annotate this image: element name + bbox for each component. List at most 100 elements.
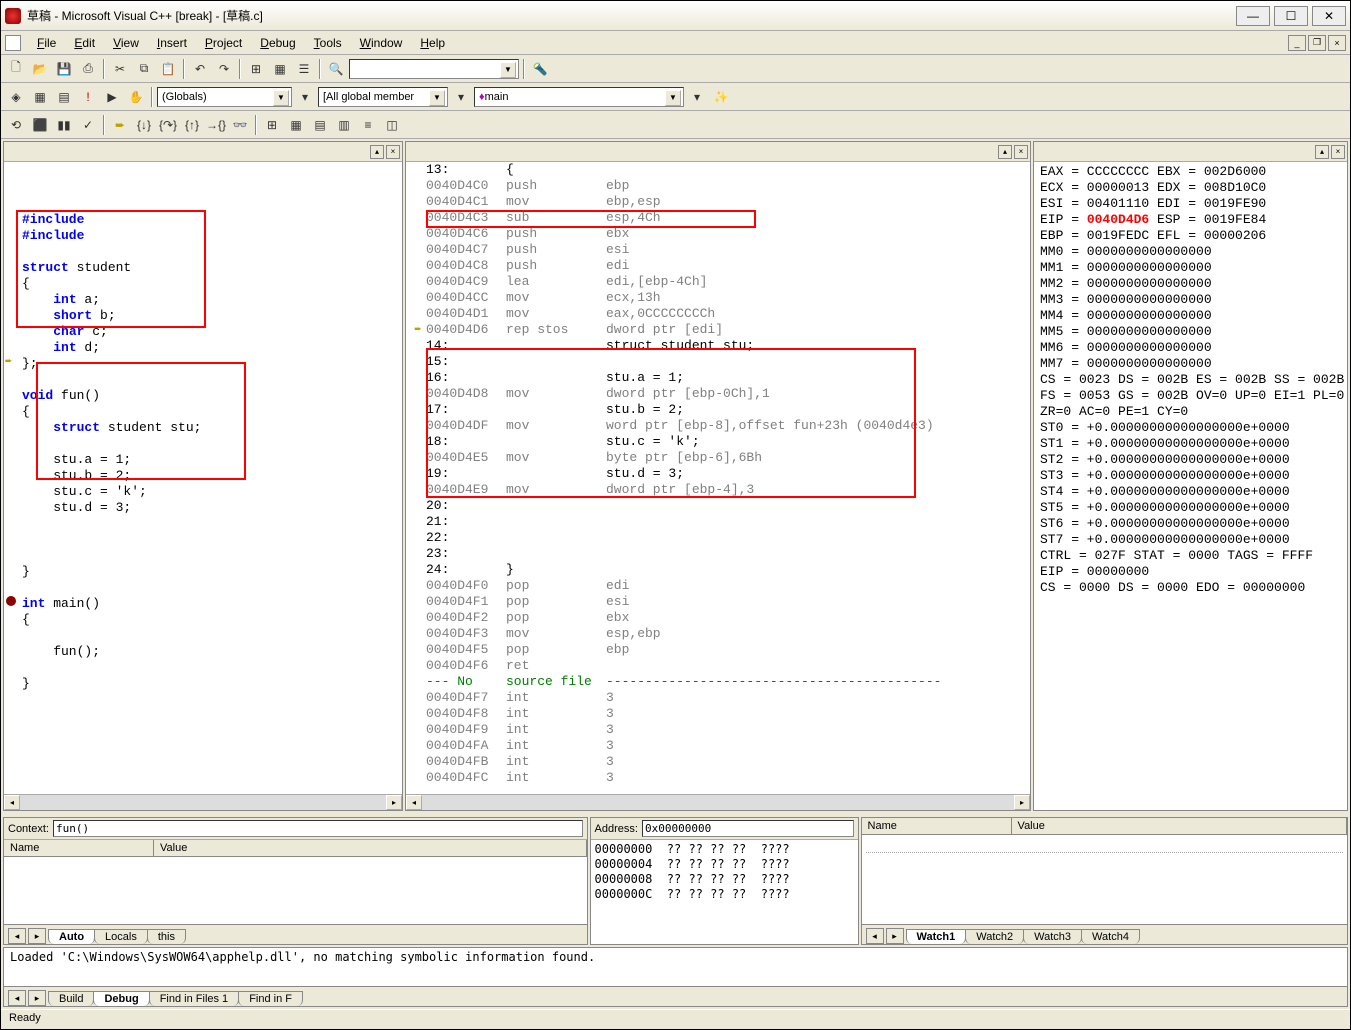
paste-icon[interactable]: 📋: [157, 58, 179, 80]
find-combo[interactable]: [349, 59, 519, 79]
maximize-button[interactable]: ☐: [1274, 6, 1308, 26]
tab-debug[interactable]: Debug: [93, 991, 149, 1006]
break-icon[interactable]: ▮▮: [53, 114, 75, 136]
mdi-minimize-button[interactable]: _: [1288, 35, 1306, 51]
compile-icon[interactable]: ◈: [5, 86, 27, 108]
memory-icon[interactable]: ▥: [333, 114, 355, 136]
menu-view[interactable]: View: [105, 34, 147, 52]
step-into-icon[interactable]: {↓}: [133, 114, 155, 136]
restart-icon[interactable]: ⟲: [5, 114, 27, 136]
output-text[interactable]: Loaded 'C:\Windows\SysWOW64\apphelp.dll'…: [4, 948, 1347, 986]
function-combo[interactable]: ♦ main: [474, 87, 684, 107]
tab-watch1[interactable]: Watch1: [906, 929, 967, 944]
disassembly-view[interactable]: 13:{0040D4C0pushebp0040D4C1movebp,esp004…: [406, 162, 1030, 794]
build-icon[interactable]: ▦: [29, 86, 51, 108]
search-icon[interactable]: 🔦: [529, 58, 551, 80]
tab-prev-icon[interactable]: ◂: [8, 990, 26, 1006]
disasm-icon[interactable]: ◫: [381, 114, 403, 136]
tab-find-in-f[interactable]: Find in F: [238, 991, 303, 1006]
menu-edit[interactable]: Edit: [66, 34, 103, 52]
pane-minimize-icon[interactable]: ▴: [1315, 145, 1329, 159]
tab-watch4[interactable]: Watch4: [1081, 929, 1140, 944]
tab-auto[interactable]: Auto: [48, 929, 95, 944]
col-name[interactable]: Name: [862, 818, 1012, 834]
copy-icon[interactable]: ⧉: [133, 58, 155, 80]
address-input[interactable]: [642, 820, 854, 837]
memory-view[interactable]: 00000000 ?? ?? ?? ?? ????00000004 ?? ?? …: [591, 840, 858, 944]
source-editor[interactable]: ➨ #include#include struct student{ int a…: [4, 162, 402, 794]
save-icon[interactable]: 💾: [53, 58, 75, 80]
tab-this[interactable]: this: [147, 929, 186, 944]
scrollbar-h[interactable]: ◂▸: [406, 794, 1030, 810]
pane-close-icon[interactable]: ×: [1331, 145, 1345, 159]
menu-help[interactable]: Help: [412, 34, 453, 52]
dropdown-icon[interactable]: ▾: [450, 86, 472, 108]
window-list-icon[interactable]: ☰: [293, 58, 315, 80]
tab-build[interactable]: Build: [48, 991, 94, 1006]
execute-icon[interactable]: !: [77, 86, 99, 108]
context-input[interactable]: [53, 820, 583, 837]
save-all-icon[interactable]: ⎙: [77, 58, 99, 80]
mdi-restore-button[interactable]: ❐: [1308, 35, 1326, 51]
mdi-close-button[interactable]: ×: [1328, 35, 1346, 51]
output-icon[interactable]: ▦: [269, 58, 291, 80]
scrollbar-h[interactable]: ◂▸: [4, 794, 402, 810]
redo-icon[interactable]: ↷: [213, 58, 235, 80]
breakpoint-icon[interactable]: [6, 596, 16, 606]
variables-icon[interactable]: ▦: [285, 114, 307, 136]
variables-table[interactable]: Name Value: [4, 840, 587, 924]
open-file-icon[interactable]: 📂: [29, 58, 51, 80]
pane-minimize-icon[interactable]: ▴: [370, 145, 384, 159]
registers-view[interactable]: EAX = CCCCCCCC EBX = 002D6000ECX = 00000…: [1034, 162, 1347, 810]
menu-tools[interactable]: Tools: [306, 34, 350, 52]
col-name[interactable]: Name: [4, 840, 154, 856]
dropdown-icon[interactable]: ▾: [686, 86, 708, 108]
wand-icon[interactable]: ✨: [710, 86, 732, 108]
undo-icon[interactable]: ↶: [189, 58, 211, 80]
globals-combo[interactable]: (Globals): [157, 87, 292, 107]
stop-debug-icon[interactable]: ⬛: [29, 114, 51, 136]
tab-prev-icon[interactable]: ◂: [866, 928, 884, 944]
tab-watch3[interactable]: Watch3: [1023, 929, 1082, 944]
breakpoint-icon[interactable]: ✋: [125, 86, 147, 108]
step-out-icon[interactable]: {↑}: [181, 114, 203, 136]
tab-next-icon[interactable]: ▸: [886, 928, 904, 944]
menu-project[interactable]: Project: [197, 34, 250, 52]
dropdown-icon[interactable]: ▾: [294, 86, 316, 108]
find-icon[interactable]: 🔍: [325, 58, 347, 80]
tab-next-icon[interactable]: ▸: [28, 928, 46, 944]
registers-icon[interactable]: ▤: [309, 114, 331, 136]
minimize-button[interactable]: —: [1236, 6, 1270, 26]
new-file-icon[interactable]: 🗋: [5, 58, 27, 80]
stop-build-icon[interactable]: ▤: [53, 86, 75, 108]
callstack-icon[interactable]: ≡: [357, 114, 379, 136]
quickwatch-icon[interactable]: 👓: [229, 114, 251, 136]
workspace-icon[interactable]: ⊞: [245, 58, 267, 80]
menu-insert[interactable]: Insert: [149, 34, 195, 52]
pane-close-icon[interactable]: ×: [1014, 145, 1028, 159]
watch-icon[interactable]: ⊞: [261, 114, 283, 136]
tab-find-in-files-1[interactable]: Find in Files 1: [149, 991, 239, 1006]
menu-file[interactable]: File: [29, 34, 64, 52]
watch-table[interactable]: Name Value: [862, 818, 1347, 924]
run-to-cursor-icon[interactable]: →{}: [205, 114, 227, 136]
gutter: [410, 434, 426, 450]
show-next-icon[interactable]: ➨: [109, 114, 131, 136]
cut-icon[interactable]: ✂: [109, 58, 131, 80]
col-value[interactable]: Value: [1012, 818, 1347, 834]
menu-debug[interactable]: Debug: [252, 34, 303, 52]
tab-next-icon[interactable]: ▸: [28, 990, 46, 1006]
close-button[interactable]: ✕: [1312, 6, 1346, 26]
tab-locals[interactable]: Locals: [94, 929, 148, 944]
members-combo[interactable]: [All global member: [318, 87, 448, 107]
pane-close-icon[interactable]: ×: [386, 145, 400, 159]
menu-window[interactable]: Window: [352, 34, 411, 52]
col-value[interactable]: Value: [154, 840, 587, 856]
apply-icon[interactable]: ✓: [77, 114, 99, 136]
step-over-icon[interactable]: {↷}: [157, 114, 179, 136]
go-icon[interactable]: ▶: [101, 86, 123, 108]
pane-minimize-icon[interactable]: ▴: [998, 145, 1012, 159]
tab-prev-icon[interactable]: ◂: [8, 928, 26, 944]
variables-pane: Context: Name Value ◂ ▸ AutoLocalsthis: [3, 817, 588, 945]
tab-watch2[interactable]: Watch2: [965, 929, 1024, 944]
